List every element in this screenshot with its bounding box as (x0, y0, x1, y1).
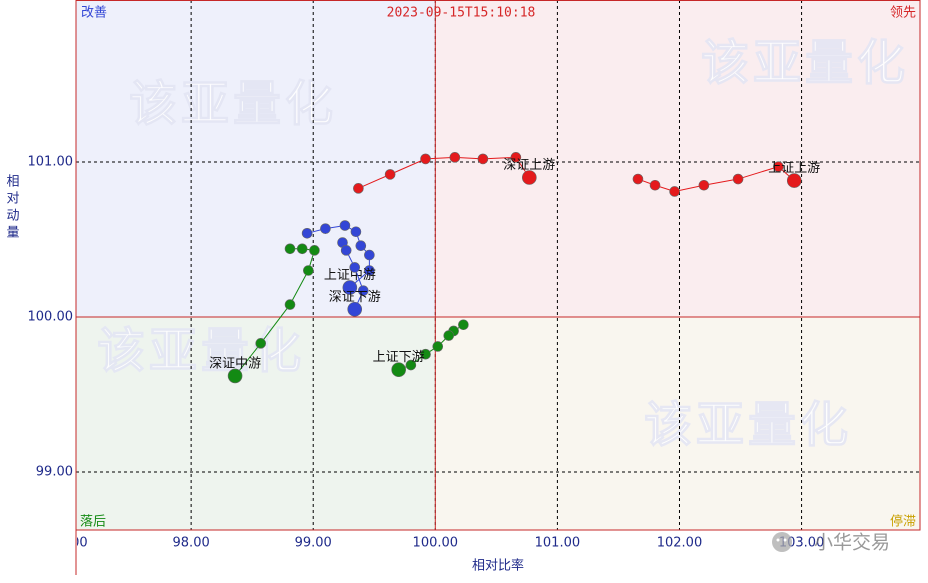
quadrant (76, 0, 436, 318)
trail-point (405, 359, 417, 371)
series-label: 深证下游 (329, 290, 381, 305)
trail-point (458, 319, 469, 331)
trail-point (355, 240, 367, 252)
series-label: 上证下游 (373, 350, 425, 365)
quadrant (76, 317, 436, 530)
y-tick-label: 99.00 (36, 465, 73, 480)
y-tick-label: 100.00 (28, 310, 74, 325)
trail-point (732, 173, 744, 185)
trail-point (255, 338, 267, 349)
trail-point (339, 220, 351, 231)
trail-point (340, 245, 352, 256)
quadrant-label: 停滞 (890, 514, 916, 530)
watermark: 该亚量化 (701, 35, 909, 91)
trail-point (443, 330, 455, 341)
trail-point (364, 249, 375, 261)
trail-point (477, 153, 489, 165)
trail-point (284, 243, 296, 255)
series-label: 上证上游 (768, 161, 820, 176)
trail-point (510, 152, 522, 163)
current-point (227, 368, 243, 384)
trail-point (632, 173, 644, 185)
x-axis-label: 相对比率 (472, 558, 524, 574)
trail-point (698, 179, 710, 191)
y-axis-label: 相对动量 (4, 174, 20, 242)
trail-point (350, 226, 362, 238)
current-point (391, 362, 406, 378)
trail-point (773, 161, 784, 172)
trail-point (364, 265, 375, 276)
trail-point (353, 183, 364, 194)
trail-point (296, 243, 308, 255)
trail-point (420, 348, 431, 360)
trail-point (649, 179, 661, 191)
trail-point (669, 186, 680, 197)
x-tick-label: 102.00 (657, 536, 703, 551)
timestamp: 2023-09-15T15:10:18 (387, 6, 536, 21)
watermark: 该亚量化 (644, 397, 852, 453)
y-tick-label: 101.00 (28, 154, 74, 169)
series-label: 深证中游 (209, 356, 261, 371)
x-tick-label: 99.00 (295, 536, 332, 551)
current-point (342, 280, 358, 295)
quadrant-label: 改善 (81, 5, 107, 21)
x-tick-label: 98.00 (173, 536, 210, 551)
trail-point (349, 262, 361, 273)
x-tick-label: 101.00 (535, 536, 581, 551)
source: 小华交易 (814, 532, 890, 554)
series-label: 上证中游 (324, 268, 376, 283)
trail-point (284, 299, 296, 310)
trail-point (384, 169, 396, 180)
quadrant (435, 317, 920, 530)
current-point (347, 301, 363, 317)
x-tick-labels: 97.00 98.00 99.00 100.00 101.00 102.00 103.00 (50, 536, 824, 551)
watermark: 该亚量化 (97, 323, 305, 379)
current-point (786, 173, 802, 188)
x-tick-label: 97.00 (50, 536, 87, 551)
x-tick-label: 100.00 (413, 536, 459, 551)
trail-point (420, 153, 431, 165)
trail-point (303, 265, 314, 276)
trail-point (449, 152, 461, 163)
trail-point (357, 285, 369, 296)
trail-point (320, 223, 331, 234)
current-point (522, 170, 537, 185)
series-label: 深证上游 (503, 158, 555, 173)
quadrant-label: 领先 (890, 6, 916, 21)
trail-point (432, 341, 444, 352)
trail-point (301, 227, 313, 239)
trail-point (309, 245, 320, 256)
quadrant-label: 落后 (80, 515, 106, 530)
source-badge: 小华交易 (772, 532, 890, 554)
watermark: 该亚量化 (129, 76, 337, 132)
